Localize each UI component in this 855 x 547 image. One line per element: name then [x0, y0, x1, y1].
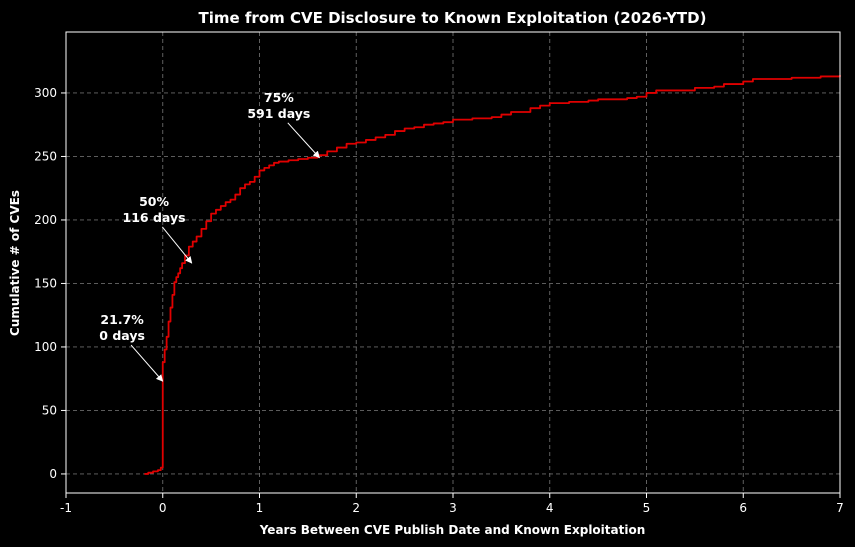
annotation-arrow-2 — [287, 122, 320, 159]
series-layer — [144, 75, 841, 475]
annotation-arrow-1 — [161, 226, 193, 264]
annotation-days-2: 591 days — [247, 106, 310, 121]
x-tick-label: 7 — [836, 501, 844, 515]
x-tick-label: 6 — [739, 501, 747, 515]
y-axis-label: Cumulative # of CVEs — [8, 190, 22, 336]
x-tick-label: -1 — [60, 501, 72, 515]
y-tick-label: 100 — [34, 340, 57, 354]
x-tick-label: 2 — [352, 501, 360, 515]
tick-layer: -1 0 1 2 3 4 5 6 7 0 50 100 150 200 250 300 — [34, 86, 844, 515]
y-tick-label: 200 — [34, 213, 57, 227]
grid-layer — [65, 32, 841, 493]
annotation-days-1: 116 days — [123, 210, 186, 225]
y-tick-label: 0 — [49, 467, 57, 481]
annotation-days-0: 0 days — [99, 328, 145, 343]
annotation-percent-0: 21.7% — [100, 312, 144, 327]
annotation-percent-1: 50% — [139, 194, 169, 209]
x-tick-label: 1 — [256, 501, 264, 515]
series-line-0 — [144, 75, 841, 475]
x-tick-label: 3 — [449, 501, 457, 515]
y-tick-label: 150 — [34, 276, 57, 290]
x-tick-label: 4 — [546, 501, 554, 515]
y-tick-label: 250 — [34, 149, 57, 163]
x-tick-label: 0 — [159, 501, 167, 515]
annotation-arrow-0 — [130, 344, 164, 382]
y-tick-label: 300 — [34, 86, 57, 100]
chart-title: Time from CVE Disclosure to Known Exploi… — [199, 9, 707, 27]
x-axis-label: Years Between CVE Publish Date and Known… — [259, 523, 646, 537]
annotation-percent-2: 75% — [264, 90, 294, 105]
y-tick-label: 50 — [42, 403, 57, 417]
annotation-layer: 21.7%0 days 50%116 days 75%591 days — [99, 90, 320, 382]
x-tick-label: 5 — [643, 501, 651, 515]
